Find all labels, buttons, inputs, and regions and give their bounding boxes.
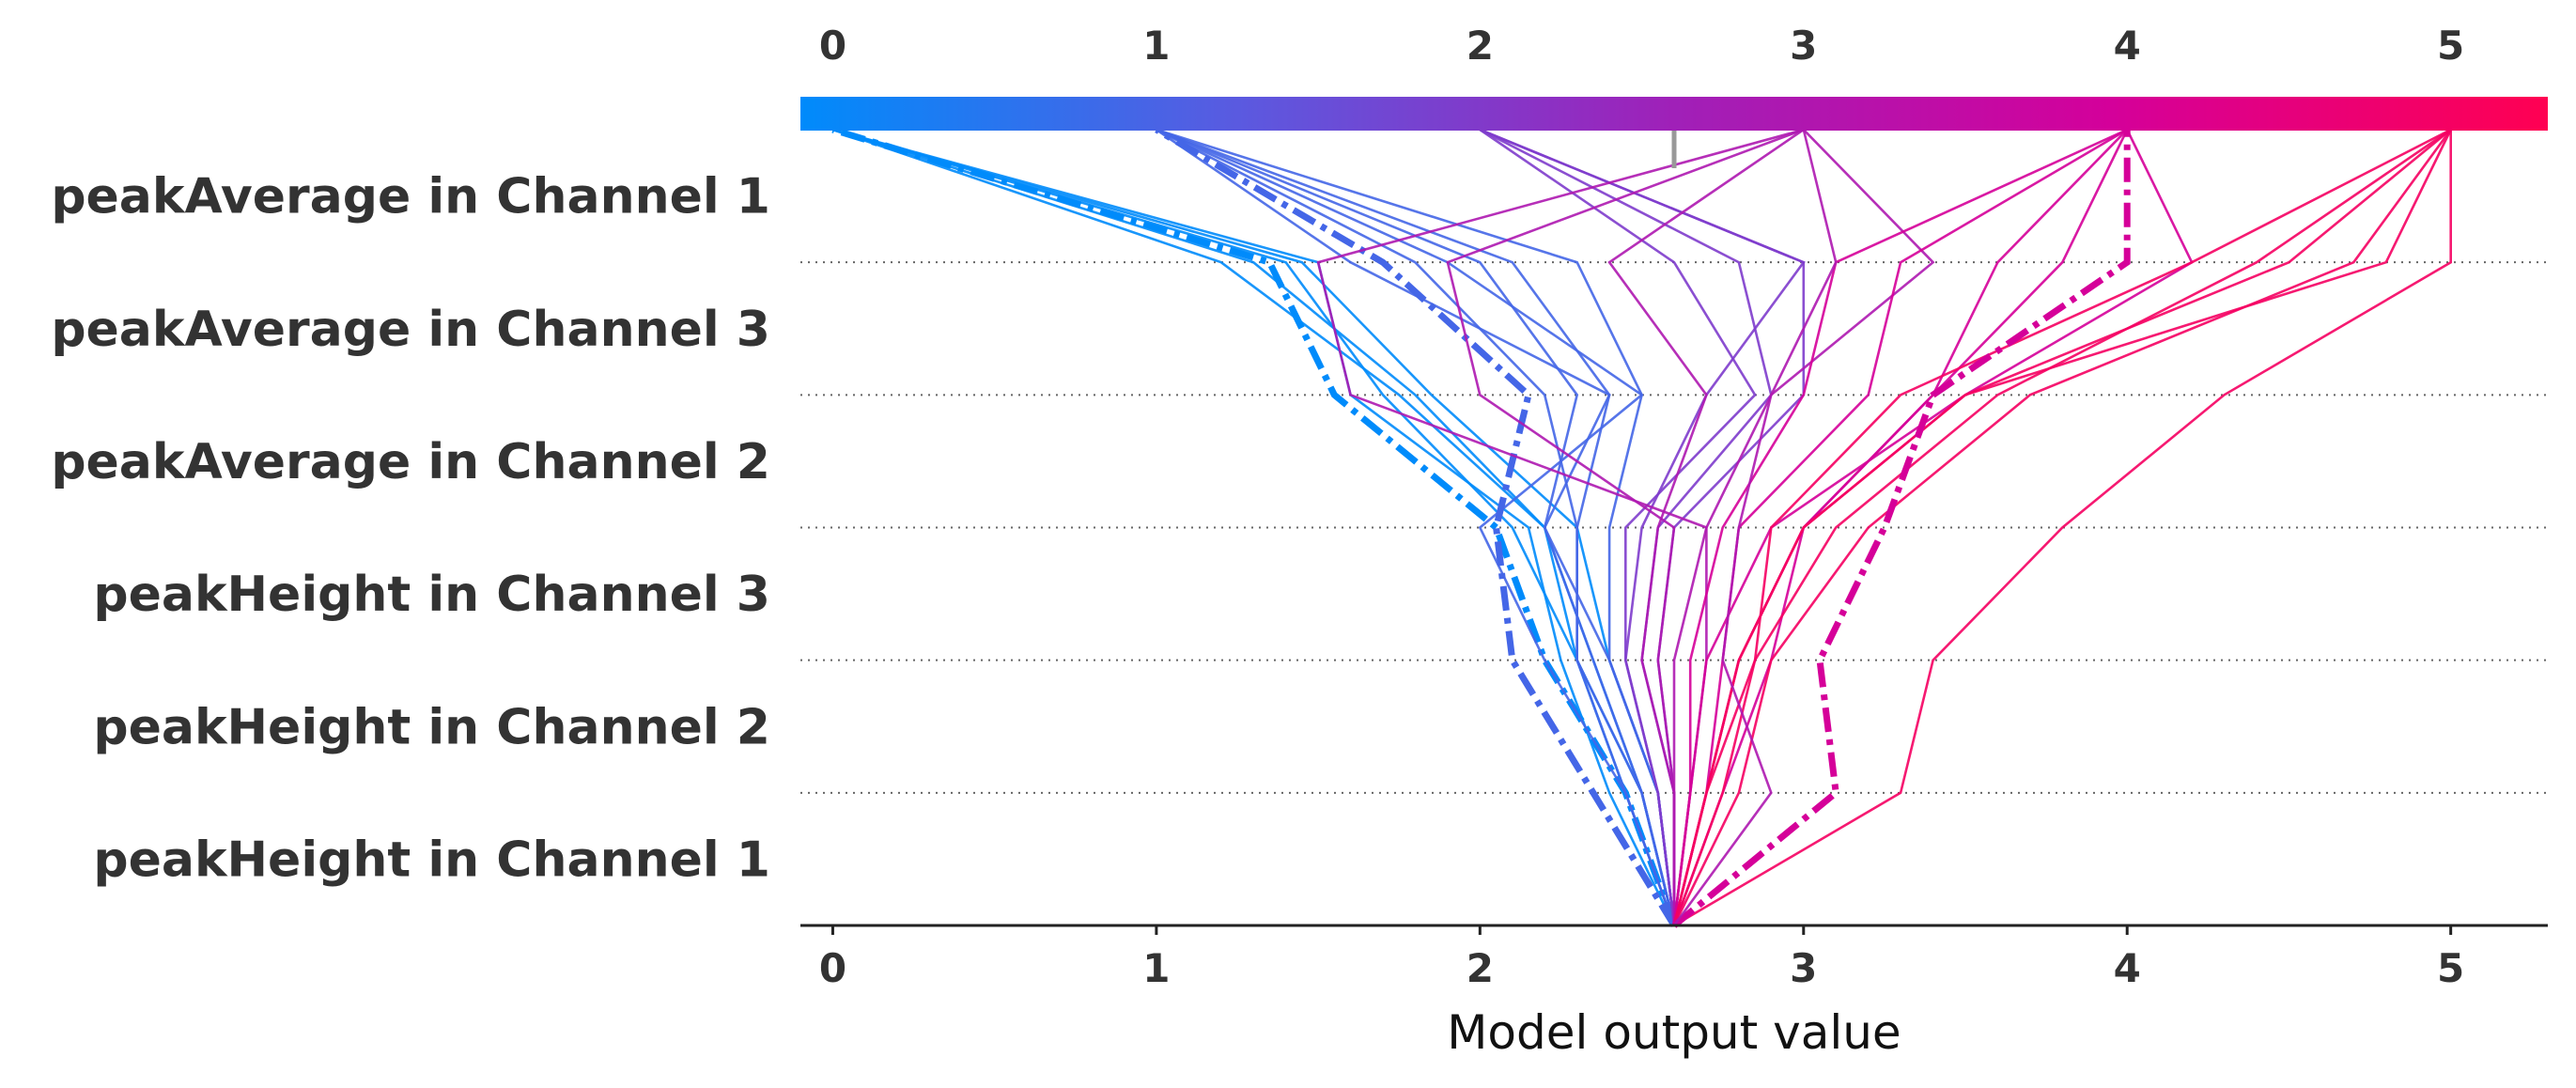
- x-axis-title: Model output value: [1447, 1005, 1901, 1060]
- decision-line: [1672, 127, 2452, 926]
- bottom-tick-label: 4: [2114, 945, 2141, 991]
- decision-line-highlighted: [829, 125, 1678, 927]
- bottom-tick-label: 3: [1790, 945, 1817, 991]
- decision-line: [1479, 127, 1757, 926]
- decision-line: [1155, 127, 1676, 926]
- top-tick-label: 4: [2114, 23, 2141, 69]
- feature-label: peakAverage in Channel 3: [51, 302, 770, 358]
- bottom-tick-labels: 0 1 2 3 4 5: [819, 925, 2464, 991]
- decision-line: [1672, 127, 2452, 926]
- decision-lines: [829, 123, 2452, 928]
- decision-line: [1672, 126, 2129, 926]
- top-tick-label: 2: [1466, 23, 1494, 69]
- decision-line: [1155, 128, 1676, 926]
- feature-label: peakAverage in Channel 2: [51, 434, 770, 490]
- top-tick-label: 3: [1790, 23, 1817, 69]
- bottom-tick-label: 1: [1142, 945, 1170, 991]
- decision-line: [1316, 128, 1806, 925]
- decision-line: [1672, 129, 1838, 926]
- feature-label: peakHeight in Channel 1: [93, 832, 770, 888]
- feature-label: peakHeight in Channel 2: [93, 699, 770, 755]
- decision-line-highlighted: [1153, 123, 1677, 927]
- decision-line: [1673, 130, 2452, 927]
- bottom-tick-label: 0: [819, 945, 846, 991]
- decision-line: [1672, 129, 2194, 926]
- decision-line: [1155, 127, 1676, 926]
- top-tick-label: 5: [2437, 23, 2464, 69]
- feature-label: peakHeight in Channel 3: [93, 567, 770, 623]
- decision-line: [1672, 129, 2452, 926]
- feature-label: peakAverage in Channel 1: [51, 169, 770, 225]
- decision-line: [1607, 127, 1806, 925]
- top-tick-label: 0: [819, 23, 846, 69]
- bottom-tick-label: 5: [2437, 945, 2464, 991]
- decision-line: [1672, 127, 2129, 926]
- feature-labels: peakHeight in Channel 1 peakHeight in Cha…: [51, 169, 770, 889]
- color-bar: [800, 97, 2548, 131]
- decision-line: [1446, 128, 1806, 925]
- bottom-tick-label: 2: [1466, 945, 1494, 991]
- top-tick-labels: 0 1 2 3 4 5: [819, 23, 2464, 69]
- decision-line: [1672, 129, 2129, 926]
- top-tick-label: 1: [1142, 23, 1170, 69]
- decision-line: [1672, 126, 2452, 926]
- decision-line: [1672, 127, 2129, 926]
- decision-line-highlighted: [1671, 130, 2131, 928]
